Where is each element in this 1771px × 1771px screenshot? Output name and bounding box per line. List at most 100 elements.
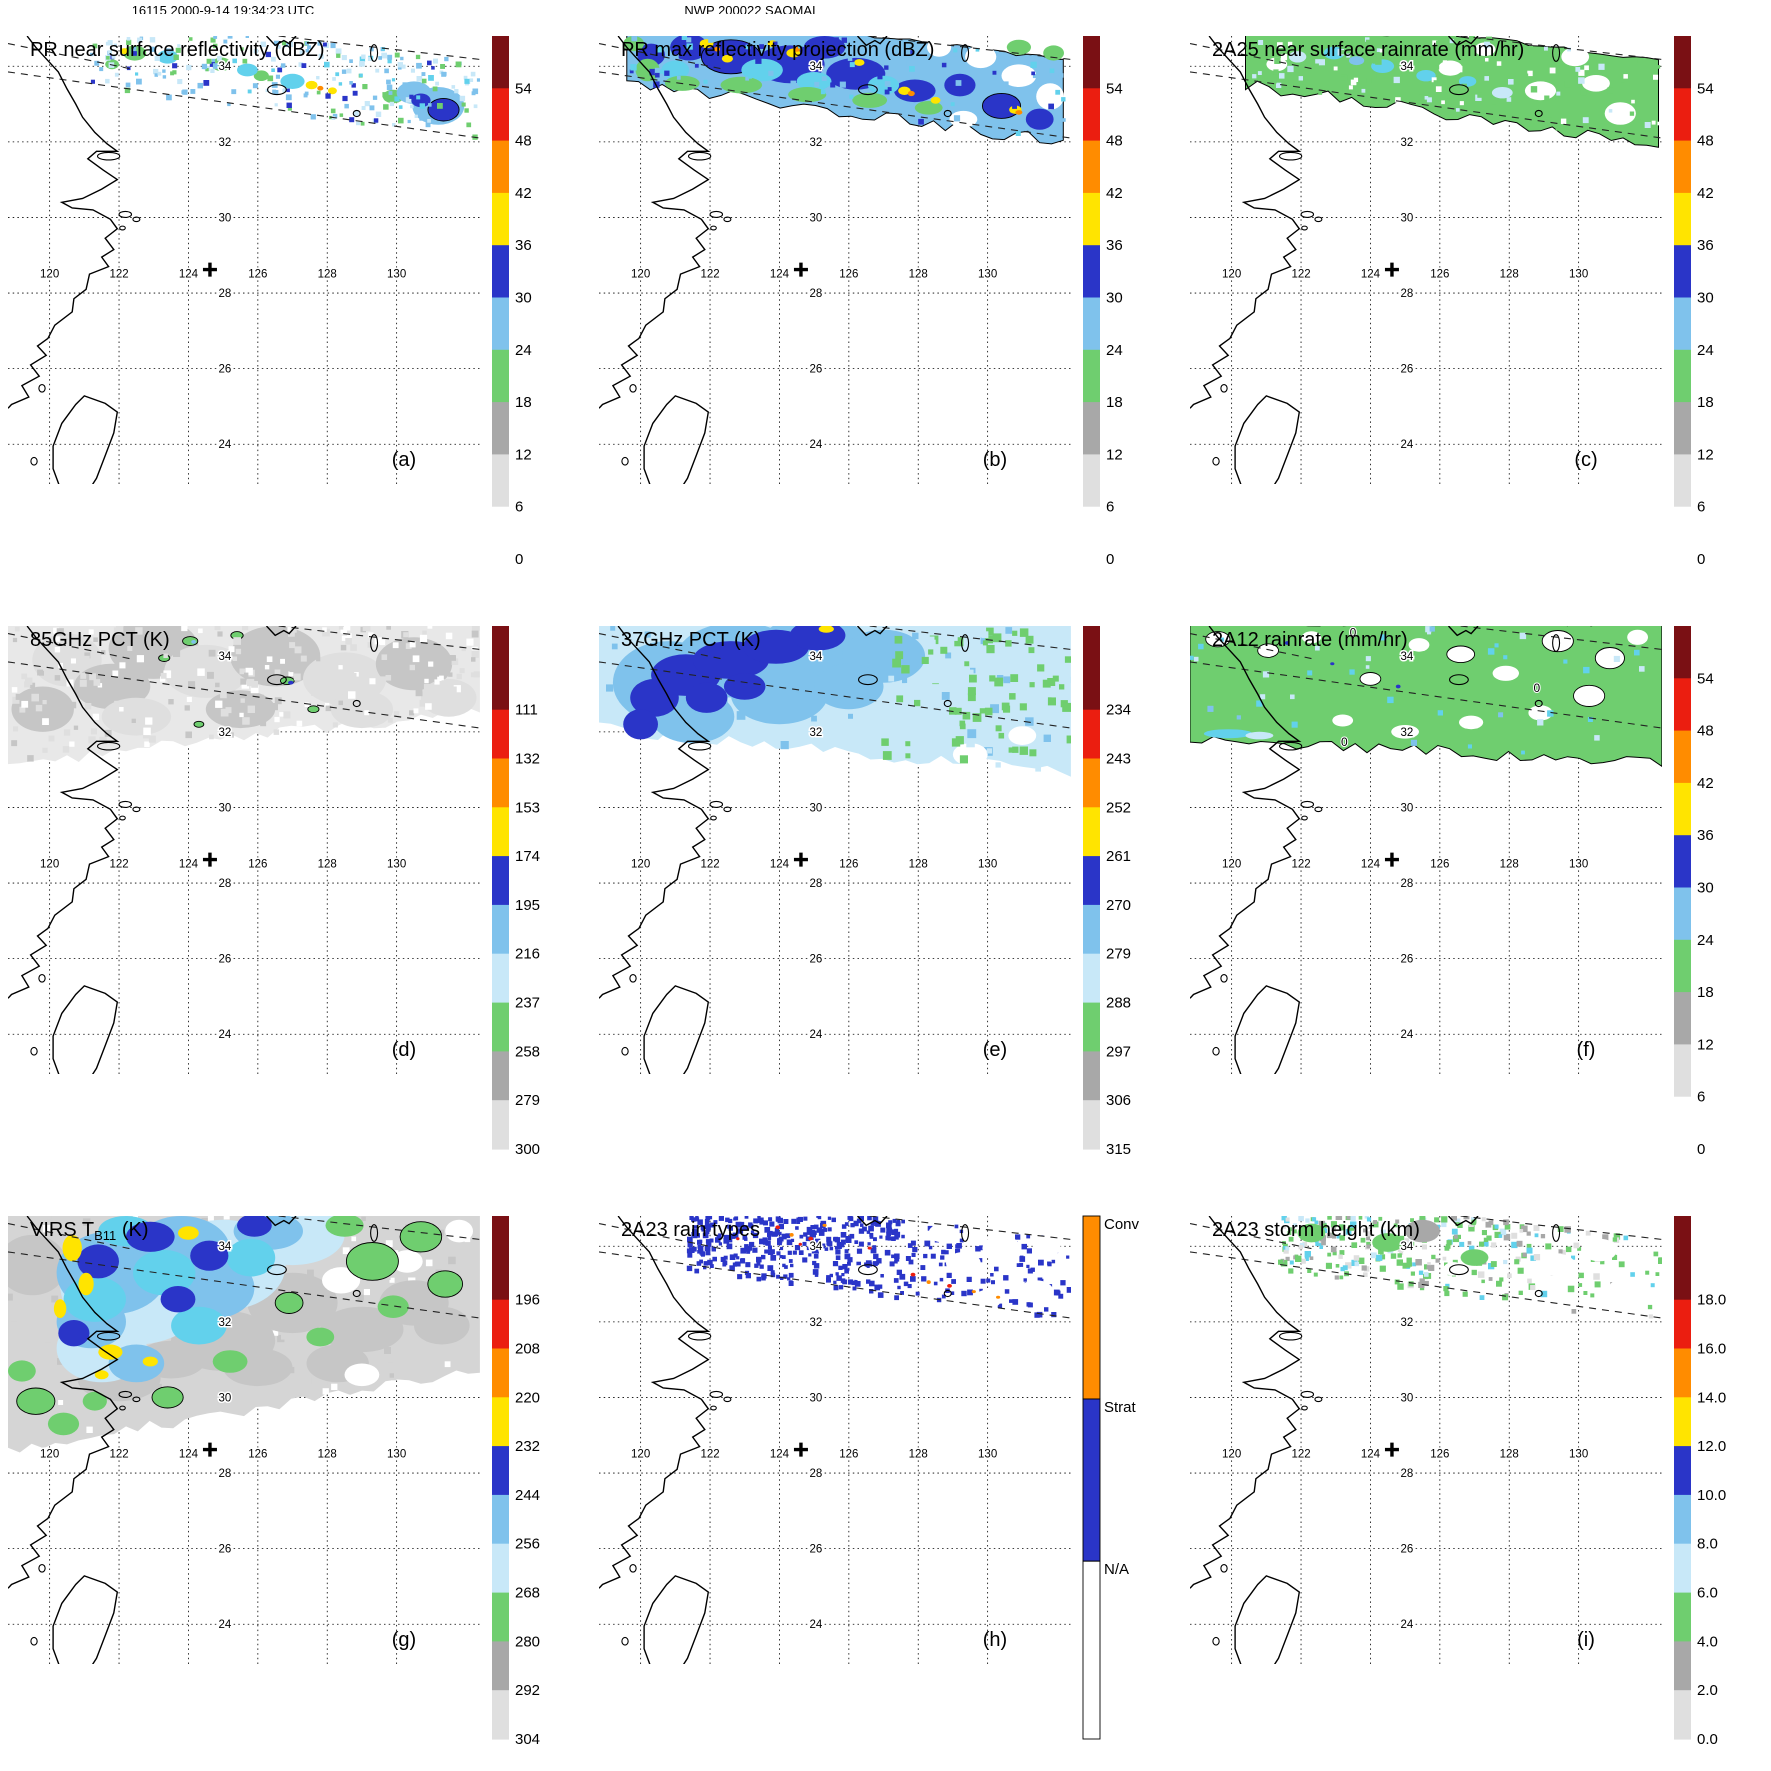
lon-label: 122 xyxy=(109,858,128,870)
coastline-korea xyxy=(856,36,888,47)
lat-label: 26 xyxy=(218,954,231,966)
lat-label: 34 xyxy=(1400,651,1413,663)
lon-label: 122 xyxy=(700,1448,719,1460)
lon-label: 124 xyxy=(1361,858,1381,870)
lat-label: 34 xyxy=(1400,1241,1413,1253)
coastline-mainland xyxy=(8,626,120,999)
island-outline xyxy=(1449,674,1469,686)
contour-label: 0 xyxy=(1534,681,1541,695)
contour-label: 0 xyxy=(1341,735,1348,749)
island-outline xyxy=(629,973,637,983)
lat-label: 26 xyxy=(809,1544,822,1556)
colorbar-tick: 0 xyxy=(1697,1141,1705,1158)
colorbar-tick: 6 xyxy=(515,499,523,516)
island-outline xyxy=(1301,225,1308,231)
panel-title: 2A23 storm height (km) xyxy=(1212,1219,1420,1241)
colorbar-tick: 18 xyxy=(515,394,532,411)
colorbar-tick: 48 xyxy=(1697,723,1714,740)
lat-label: 30 xyxy=(809,212,822,224)
colorbar-tick: 42 xyxy=(1697,775,1714,792)
coastline-korea xyxy=(1447,1216,1479,1227)
lon-label: 122 xyxy=(700,268,719,280)
lon-label: 120 xyxy=(40,858,59,870)
lat-label: 28 xyxy=(1400,1468,1413,1480)
lat-label: 28 xyxy=(218,1468,231,1480)
colorbar-tick: 48 xyxy=(1697,133,1714,150)
lat-label: 26 xyxy=(1400,364,1413,376)
lat-label: 24 xyxy=(809,1619,822,1631)
colorbar-label: N/A xyxy=(1104,1561,1129,1578)
colorbar-tick: 270 xyxy=(1106,897,1131,914)
island-outline xyxy=(96,151,121,161)
island-outline xyxy=(118,1390,133,1398)
lon-label: 130 xyxy=(387,1448,406,1460)
panel-title: VIRS TB11 (K) xyxy=(30,1219,148,1243)
colorbar-tick: 24 xyxy=(1697,932,1714,949)
colorbar-tick: 208 xyxy=(515,1341,540,1358)
lat-label: 32 xyxy=(218,1317,231,1329)
island-outline xyxy=(1212,456,1220,466)
coastline-taiwan xyxy=(1234,1575,1301,1664)
lat-label: 30 xyxy=(1400,212,1413,224)
colorbar-tick: 24 xyxy=(1697,342,1714,359)
colorbar-tick: 258 xyxy=(515,1043,540,1060)
coastline-korea xyxy=(265,626,297,637)
colorbar-tick: 30 xyxy=(1697,880,1714,897)
lon-label: 126 xyxy=(839,858,858,870)
island-outline xyxy=(1552,634,1561,652)
island-outline xyxy=(687,741,712,751)
colorbar-tick: 244 xyxy=(515,1487,540,1504)
colorbar-tick: 0 xyxy=(1106,551,1114,568)
island-outline xyxy=(119,815,126,821)
colorbar-tick: 243 xyxy=(1106,751,1131,768)
island-outline xyxy=(1300,210,1315,218)
island-outline xyxy=(118,800,133,808)
island-outline xyxy=(370,634,379,652)
island-outline xyxy=(621,1636,629,1646)
lat-label: 28 xyxy=(809,1468,822,1480)
island-outline xyxy=(710,815,717,821)
colorbar-tick: 306 xyxy=(1106,1092,1131,1109)
coastline-mainland xyxy=(1190,36,1302,409)
colorbar-tick: 42 xyxy=(1697,185,1714,202)
colorbar-tick: 30 xyxy=(1697,290,1714,307)
colorbar: 234 243 252 261 270 279 288 297 306 315 xyxy=(1083,626,1131,1158)
lat-label: 26 xyxy=(809,954,822,966)
lon-label: 122 xyxy=(1291,858,1310,870)
colorbar-tick: 36 xyxy=(1106,237,1123,254)
island-outline xyxy=(370,1224,379,1242)
island-outline xyxy=(858,674,878,686)
lon-label: 122 xyxy=(700,858,719,870)
island-outline xyxy=(119,1405,126,1411)
colorbar-tick: 18 xyxy=(1697,984,1714,1001)
colorbar-tick: 24 xyxy=(515,342,532,359)
panel-title: 37GHz PCT (K) xyxy=(621,629,761,651)
panel-letter: (h) xyxy=(983,1629,1007,1651)
island-outline xyxy=(1449,1264,1469,1276)
island-outline xyxy=(38,1563,46,1573)
panel-letter: (d) xyxy=(392,1039,416,1061)
lat-label: 30 xyxy=(218,1392,231,1404)
colorbar-tick: 220 xyxy=(515,1389,540,1406)
storm-center-marker xyxy=(202,262,217,277)
lat-label: 30 xyxy=(218,212,231,224)
colorbar-tick: 30 xyxy=(515,290,532,307)
colorbar-tick: 12 xyxy=(1106,446,1123,463)
lat-label: 24 xyxy=(1400,1029,1413,1041)
island-outline xyxy=(709,210,724,218)
lon-label: 120 xyxy=(40,1448,59,1460)
island-outline xyxy=(943,699,952,708)
lat-label: 32 xyxy=(1400,1317,1413,1329)
panel-letter: (i) xyxy=(1577,1629,1595,1651)
map-area xyxy=(599,626,1071,1074)
lat-label: 28 xyxy=(1400,288,1413,300)
island-outline xyxy=(1220,973,1228,983)
island-outline xyxy=(1212,1636,1220,1646)
colorbar-tick: 111 xyxy=(515,702,538,719)
island-outline xyxy=(709,800,724,808)
coastline-korea xyxy=(1447,626,1479,637)
colorbar-tick: 0 xyxy=(1697,551,1705,568)
map-area xyxy=(599,36,1071,484)
colorbar-tick: 261 xyxy=(1106,848,1131,865)
